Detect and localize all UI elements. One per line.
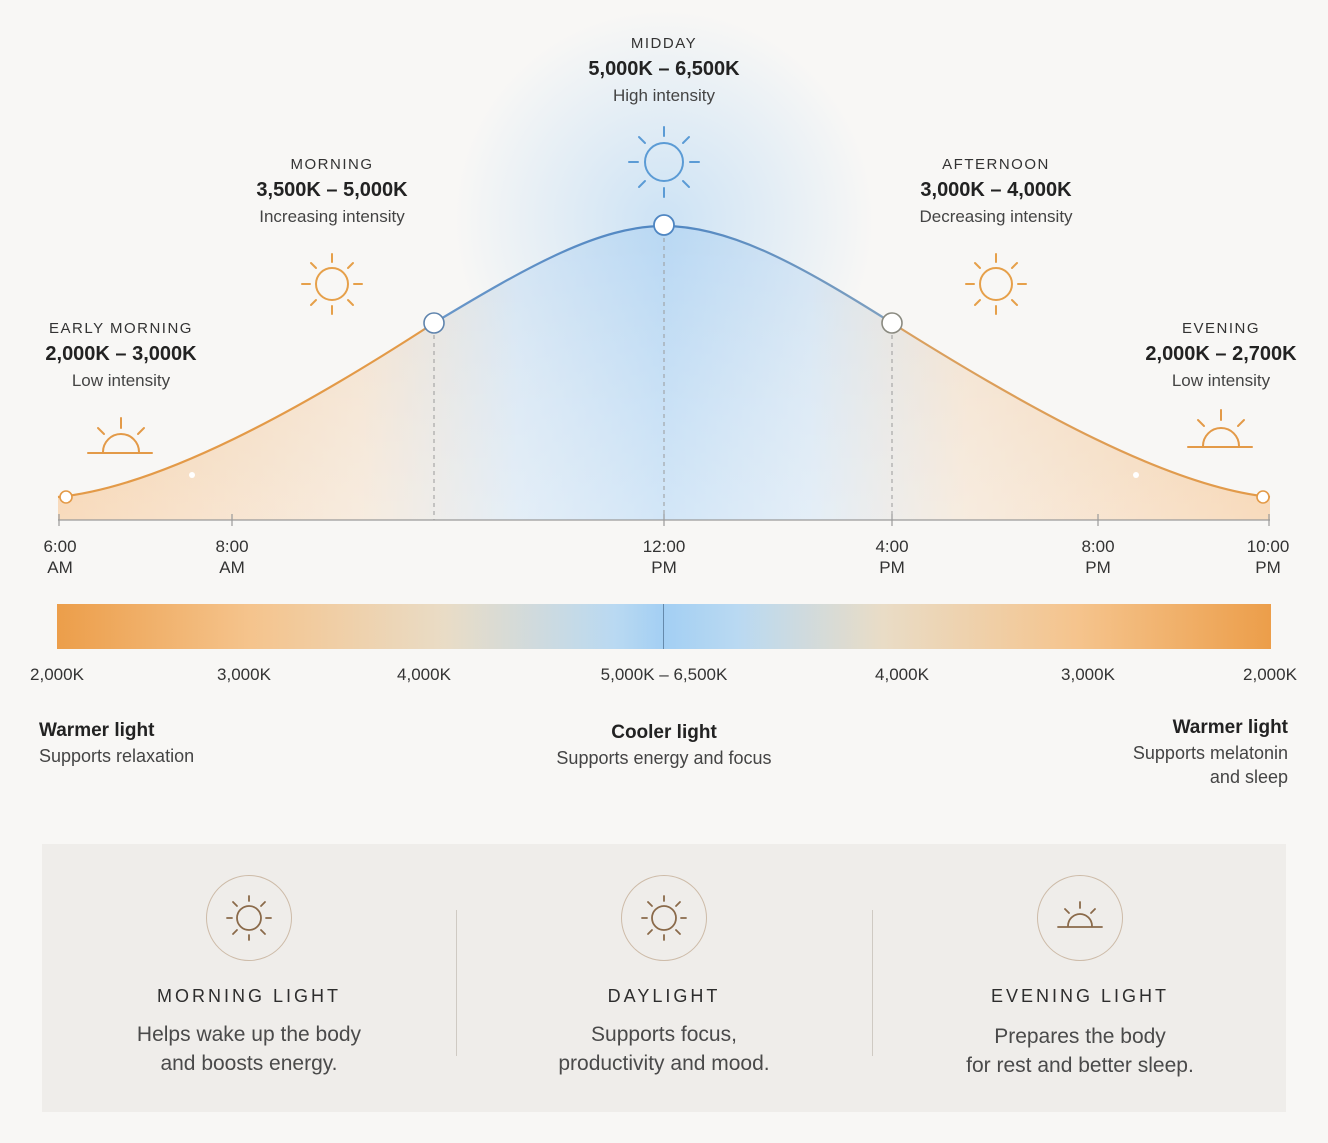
time-hour: 8:00 — [215, 537, 249, 556]
card-description-line: for rest and better sleep. — [966, 1054, 1194, 1077]
phase-afternoon: AFTERNOON 3,000K – 4,000K Decreasing int… — [919, 156, 1072, 227]
kelvin-label: 5,000K – 6,500K — [600, 665, 728, 684]
note-title: Warmer light — [39, 720, 155, 741]
time-hour: 12:00 — [642, 537, 686, 556]
curve-point-end — [1256, 490, 1270, 504]
time-label-8am: 8:00 AM — [215, 536, 248, 578]
phase-name: AFTERNOON — [942, 156, 1050, 173]
sun-icon-midday — [628, 126, 700, 198]
panel-divider — [456, 910, 457, 1056]
kelvin-label: 3,000K — [217, 665, 271, 684]
time-label-6am: 6:00 AM — [43, 536, 76, 578]
card-description-line: Prepares the body — [994, 1025, 1166, 1048]
card-daylight: DAYLIGHT Supports focus, productivity an… — [457, 844, 871, 1112]
sunrise-icon — [87, 417, 153, 454]
phase-name: MORNING — [290, 156, 374, 173]
curve-point-early — [189, 472, 195, 478]
note-subtitle: Supports melatonin — [1132, 743, 1288, 763]
phase-morning: MORNING 3,500K – 5,000K Increasing inten… — [256, 156, 407, 227]
sun-icon — [641, 895, 687, 941]
phase-name: EARLY MORNING — [49, 320, 193, 337]
time-hour: 6:00 — [43, 537, 77, 556]
sunset-icon — [1057, 901, 1103, 928]
kelvin-label: 4,000K — [875, 665, 929, 684]
card-icon-circle — [206, 875, 292, 961]
phase-range: 2,000K – 2,700K — [1145, 343, 1297, 365]
curve-point-late — [1133, 472, 1139, 478]
time-period: PM — [651, 558, 677, 577]
phase-early-morning: EARLY MORNING 2,000K – 3,000K Low intens… — [45, 320, 196, 391]
time-period: AM — [219, 558, 245, 577]
sun-icon-morning — [301, 253, 363, 315]
time-hour: 4:00 — [875, 537, 909, 556]
card-morning-light: MORNING LIGHT Helps wake up the body and… — [42, 844, 456, 1112]
time-period: PM — [1255, 558, 1281, 577]
curve-point-afternoon — [881, 312, 903, 334]
card-evening-light: EVENING LIGHT Prepares the body for rest… — [873, 844, 1287, 1112]
phase-range: 2,000K – 3,000K — [45, 343, 197, 365]
light-benefits-panel: MORNING LIGHT Helps wake up the body and… — [42, 844, 1286, 1112]
time-hour: 8:00 — [1081, 537, 1115, 556]
phase-range: 3,500K – 5,000K — [256, 179, 408, 201]
phase-intensity: Increasing intensity — [259, 207, 405, 226]
card-title: MORNING LIGHT — [156, 986, 341, 1006]
color-temperature-bar — [57, 604, 1271, 649]
note-subtitle: Supports energy and focus — [556, 748, 772, 768]
phase-intensity: Decreasing intensity — [919, 207, 1073, 226]
curve-point-start — [59, 490, 73, 504]
panel-divider — [872, 910, 873, 1056]
phase-name: EVENING — [1181, 320, 1261, 337]
phase-midday: MIDDAY 5,000K – 6,500K High intensity — [588, 35, 739, 106]
note-subtitle: and sleep — [1209, 767, 1288, 787]
sun-icon-afternoon — [965, 253, 1027, 315]
card-description-line: Supports focus, — [591, 1023, 737, 1046]
time-label-10pm: 10:00 PM — [1247, 536, 1290, 578]
daylight-curve-chart — [57, 10, 1271, 526]
sun-icon — [226, 895, 272, 941]
time-period: AM — [47, 558, 73, 577]
note-subtitle: Supports relaxation — [39, 746, 195, 766]
card-description-line: productivity and mood. — [558, 1052, 770, 1075]
phase-evening: EVENING 2,000K – 2,700K Low intensity — [1145, 320, 1296, 391]
time-label-4pm: 4:00 PM — [875, 536, 908, 578]
card-title: DAYLIGHT — [607, 986, 721, 1006]
curve-point-morning — [423, 312, 445, 334]
time-period: PM — [1085, 558, 1111, 577]
note-warmer-right: Warmer light Supports melatonin and slee… — [1133, 717, 1288, 789]
color-temperature-bar-midline — [663, 604, 664, 649]
time-period: PM — [879, 558, 905, 577]
note-warmer-left: Warmer light Supports relaxation — [39, 720, 194, 768]
card-icon-circle — [1037, 875, 1123, 961]
time-label-8pm: 8:00 PM — [1081, 536, 1114, 578]
card-description-line: Helps wake up the body — [136, 1023, 362, 1046]
card-description: Supports focus, productivity and mood. — [457, 1020, 871, 1078]
kelvin-label: 4,000K — [397, 665, 451, 684]
phase-intensity: Low intensity — [1171, 371, 1271, 390]
note-title: Cooler light — [611, 722, 717, 743]
note-cooler-center: Cooler light Supports energy and focus — [464, 722, 864, 770]
card-title: EVENING LIGHT — [990, 986, 1170, 1006]
card-description: Prepares the body for rest and better sl… — [873, 1022, 1287, 1080]
phase-range: 3,000K – 4,000K — [920, 179, 1072, 201]
phase-intensity: Low intensity — [71, 371, 171, 390]
phase-range: 5,000K – 6,500K — [588, 58, 740, 80]
kelvin-label: 2,000K — [1243, 665, 1297, 684]
card-description: Helps wake up the body and boosts energy… — [42, 1020, 456, 1078]
kelvin-label: 2,000K — [30, 665, 84, 684]
phase-intensity: High intensity — [612, 86, 716, 105]
card-description-line: and boosts energy. — [160, 1052, 338, 1075]
card-icon-circle — [621, 875, 707, 961]
time-label-12pm: 12:00 PM — [643, 536, 686, 578]
note-title: Warmer light — [1172, 717, 1288, 738]
kelvin-label: 3,000K — [1061, 665, 1115, 684]
sunset-icon — [1187, 409, 1253, 448]
phase-name: MIDDAY — [630, 35, 698, 52]
axis-ticks — [58, 514, 1270, 526]
curve-point-midday — [653, 214, 675, 236]
time-hour: 10:00 — [1246, 537, 1290, 556]
